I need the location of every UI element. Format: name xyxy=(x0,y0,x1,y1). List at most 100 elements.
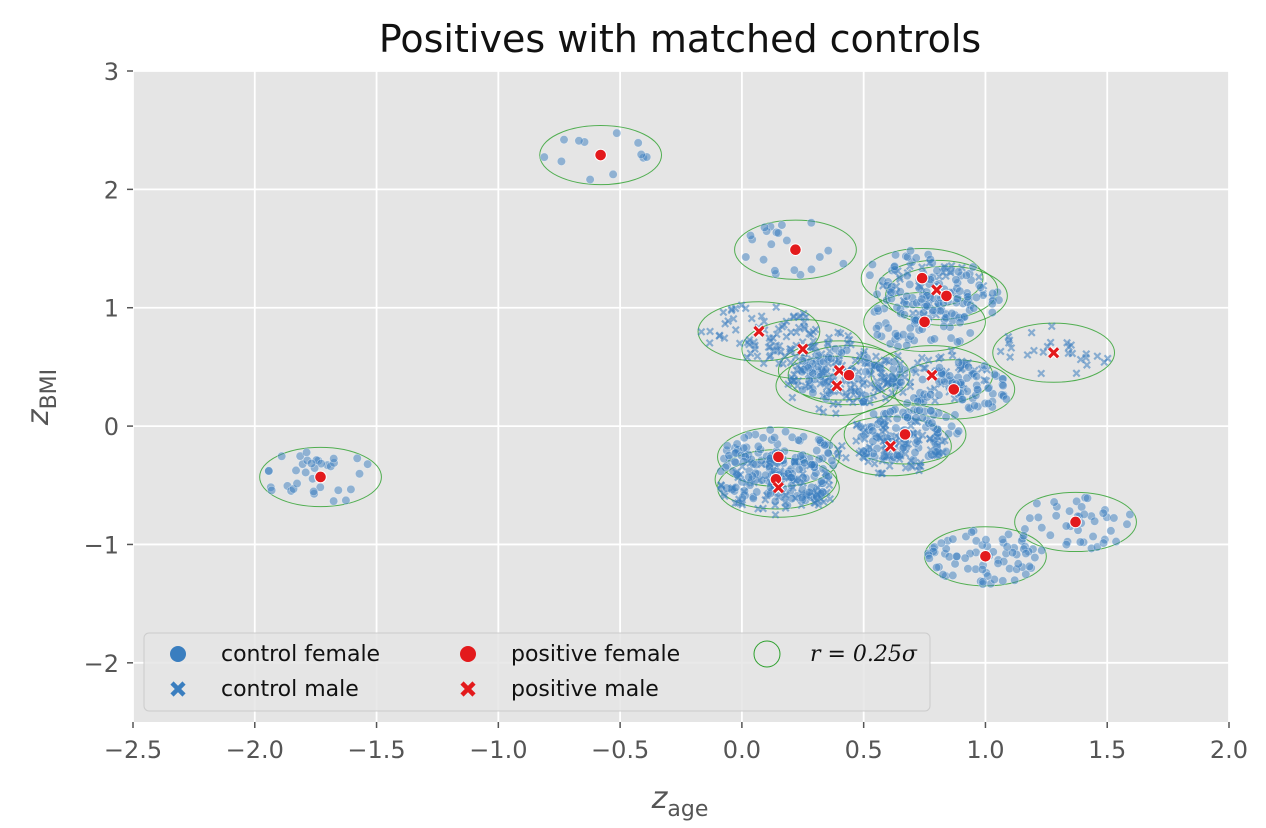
control-female-point xyxy=(267,485,277,495)
control-male-point xyxy=(905,262,914,271)
control-male-point xyxy=(860,435,869,444)
control-female-point xyxy=(758,433,768,443)
control-male-point xyxy=(926,445,935,454)
match-radius-ring xyxy=(1014,491,1137,553)
positive-male-point xyxy=(925,368,939,382)
legend-item: control male xyxy=(170,677,359,702)
control-female-point xyxy=(292,478,302,488)
control-female-point xyxy=(983,383,993,393)
control-female-point xyxy=(926,406,936,416)
control-female-point xyxy=(752,487,762,497)
control-female-point xyxy=(346,484,356,494)
y-axis-label: zBMI xyxy=(21,369,62,426)
control-female-point xyxy=(1024,561,1034,571)
control-male-point xyxy=(724,317,733,326)
control-male-point xyxy=(729,314,738,323)
control-female-point xyxy=(980,361,990,371)
control-male-point xyxy=(906,421,915,430)
control-male-point xyxy=(731,499,740,508)
control-female-point xyxy=(902,291,912,301)
control-female-point xyxy=(960,553,970,563)
control-male-point xyxy=(904,440,913,449)
control-female-point xyxy=(987,308,997,318)
control-male-point xyxy=(1076,355,1085,364)
control-female-point xyxy=(911,253,921,263)
control-female-point xyxy=(1072,496,1082,506)
control-female-point xyxy=(1099,538,1109,548)
x-axis-label: zage xyxy=(651,781,709,822)
control-male-point xyxy=(1093,352,1102,361)
control-female-point xyxy=(983,399,993,409)
x-tick-label: 0.5 xyxy=(845,736,883,764)
control-female-point xyxy=(1008,548,1018,558)
control-male-point xyxy=(825,333,834,342)
control-female-point xyxy=(1049,497,1059,507)
control-female-point xyxy=(965,328,975,338)
control-female-point xyxy=(961,270,971,280)
control-female-point xyxy=(969,303,979,313)
control-male-point xyxy=(753,352,762,361)
control-male-point xyxy=(736,470,745,479)
control-female-point xyxy=(891,250,901,260)
control-female-point xyxy=(306,459,316,469)
control-male-point xyxy=(806,382,815,391)
control-female-point xyxy=(789,265,799,275)
control-female-point xyxy=(868,426,878,436)
control-male-point xyxy=(1081,353,1090,362)
control-male-point xyxy=(1029,346,1038,355)
control-female-point xyxy=(865,270,875,280)
control-female-point xyxy=(777,220,787,230)
control-female-point xyxy=(998,576,1008,586)
control-female-point xyxy=(905,323,915,333)
match-radius-ring xyxy=(697,301,821,362)
control-male-point xyxy=(776,466,785,475)
control-female-point xyxy=(915,405,925,415)
control-female-point xyxy=(1004,529,1014,539)
control-female-point xyxy=(1082,493,1092,503)
control-male-point xyxy=(947,261,956,270)
control-male-point xyxy=(805,461,814,470)
control-male-point xyxy=(784,380,793,389)
control-male-point xyxy=(727,306,736,315)
positive-female-point xyxy=(842,368,856,382)
control-male-point xyxy=(880,356,889,365)
control-male-point xyxy=(947,346,956,355)
control-female-point xyxy=(902,340,912,350)
control-female-point xyxy=(978,577,988,587)
control-female-point xyxy=(891,423,901,433)
control-male-point xyxy=(732,468,741,477)
control-male-point xyxy=(878,373,887,382)
positive-female-point xyxy=(947,383,961,396)
control-male-point xyxy=(821,468,830,477)
control-male-point xyxy=(824,340,833,349)
control-male-point xyxy=(873,377,882,386)
control-male-point xyxy=(715,331,724,340)
control-male-point xyxy=(1037,369,1046,378)
control-female-point xyxy=(760,222,770,232)
control-male-point xyxy=(1023,350,1032,359)
control-male-point xyxy=(735,339,744,348)
control-female-point xyxy=(1002,542,1012,552)
control-male-point xyxy=(791,352,800,361)
control-female-point xyxy=(803,363,813,373)
control-female-point xyxy=(958,394,968,404)
control-male-point xyxy=(892,282,901,291)
control-female-point xyxy=(962,373,972,383)
control-female-point xyxy=(926,390,936,400)
control-female-point xyxy=(941,412,951,422)
control-female-point xyxy=(1030,553,1040,563)
control-female-point xyxy=(745,231,755,241)
control-female-point xyxy=(941,544,951,554)
control-female-point xyxy=(953,267,963,277)
control-female-point xyxy=(814,454,824,464)
legend-box xyxy=(143,632,931,712)
control-female-point xyxy=(938,570,948,580)
legend-circle-marker xyxy=(170,646,186,662)
control-male-point xyxy=(720,334,729,343)
control-male-point xyxy=(870,459,879,468)
control-male-point xyxy=(731,325,740,334)
positive-male-point xyxy=(832,364,846,377)
control-male-point xyxy=(918,263,926,272)
control-female-point xyxy=(355,469,365,479)
